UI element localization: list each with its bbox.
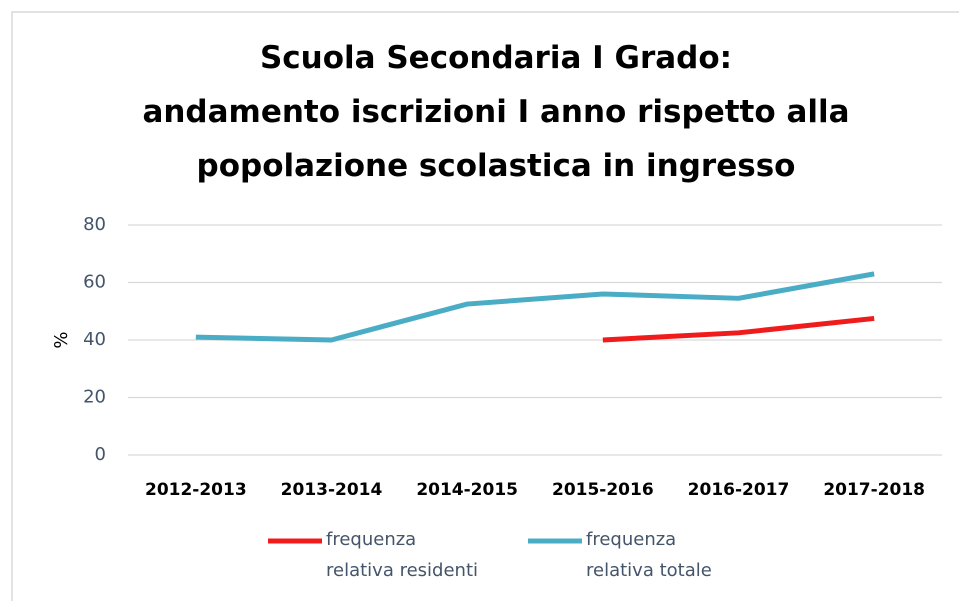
- chart-border: [11, 11, 959, 601]
- y-tick-label: 20: [83, 387, 106, 408]
- legend-label: frequenza relativa totale: [586, 529, 712, 581]
- x-tick-label: 2012-2013: [145, 480, 247, 500]
- chart-title: andamento iscrizioni I anno rispetto all…: [142, 94, 849, 130]
- chart-title: Scuola Secondaria I Grado:: [260, 40, 732, 76]
- x-tick-label: 2016-2017: [688, 480, 790, 500]
- x-tick-label: 2015-2016: [552, 480, 654, 500]
- y-tick-label: 0: [95, 444, 106, 465]
- x-tick-label: 2013-2014: [281, 480, 383, 500]
- legend-label: frequenza relativa residenti: [326, 529, 478, 581]
- y-tick-label: 40: [83, 329, 106, 350]
- chart-title: popolazione scolastica in ingresso: [197, 148, 796, 184]
- y-tick-label: 80: [83, 214, 106, 235]
- x-tick-label: 2014-2015: [416, 480, 518, 500]
- x-tick-label: 2017-2018: [823, 480, 925, 500]
- y-axis-label: %: [51, 331, 72, 348]
- data-line: [195, 271, 875, 343]
- y-tick-label: 60: [83, 272, 106, 293]
- data-line: [602, 315, 875, 343]
